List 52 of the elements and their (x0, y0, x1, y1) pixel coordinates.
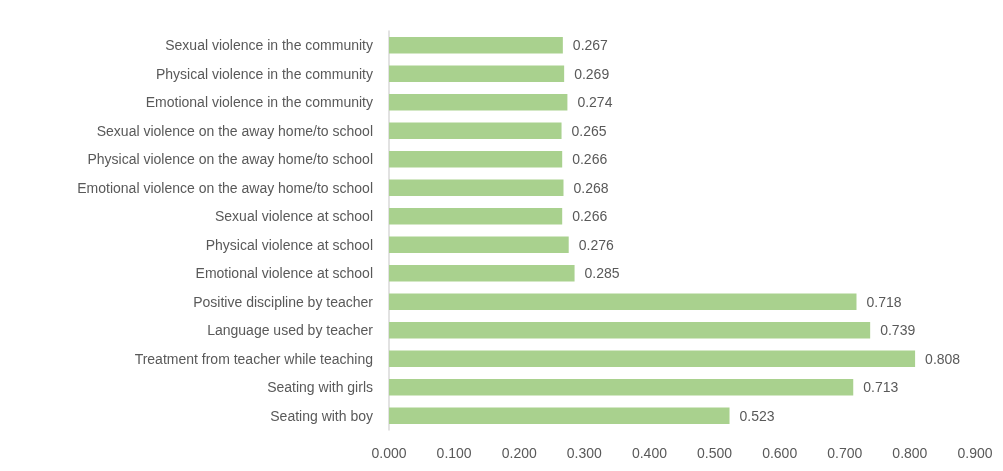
x-tick-label: 0.500 (697, 445, 733, 461)
bar (389, 122, 562, 140)
x-tick-label: 0.200 (501, 445, 537, 461)
bar (389, 321, 871, 339)
x-tick-label: 0.000 (371, 445, 407, 461)
x-tick-label: 0.700 (827, 445, 863, 461)
bar (389, 36, 563, 54)
y-tick-label: Sexual violence at school (215, 208, 373, 225)
x-tick-label: 0.800 (892, 445, 928, 461)
data-label: 0.274 (577, 94, 613, 111)
y-tick-label: Seating with boy (270, 407, 373, 424)
bar (389, 65, 565, 83)
bar (389, 350, 916, 368)
y-tick-label: Physical violence on the away home/to school (87, 151, 373, 168)
x-tick-label: 0.400 (631, 445, 668, 461)
data-label: 0.268 (573, 179, 609, 196)
y-tick-label: Physical violence in the community (155, 65, 373, 82)
data-label: 0.266 (572, 208, 608, 225)
x-tick-label: 0.900 (957, 445, 993, 461)
bar (389, 236, 569, 254)
data-label: 0.266 (572, 151, 608, 168)
data-label: 0.523 (739, 407, 775, 424)
x-tick-label: 0.600 (762, 445, 798, 461)
bar (389, 93, 568, 111)
data-label: 0.713 (863, 379, 899, 396)
x-tick-label: 0.100 (436, 445, 472, 461)
data-label: 0.269 (574, 65, 610, 82)
data-label: 0.808 (925, 350, 961, 367)
bar (389, 264, 575, 282)
bar (389, 378, 854, 396)
y-tick-label: Positive discipline by teacher (193, 293, 374, 310)
bar (389, 407, 730, 425)
data-label: 0.267 (572, 37, 609, 54)
y-tick-label: Emotional violence in the community (145, 94, 373, 111)
y-tick-label: Emotional violence on the away home/to school (77, 179, 373, 196)
bar (389, 179, 564, 197)
y-tick-label: Physical violence at school (205, 236, 373, 253)
data-label: 0.276 (578, 236, 614, 253)
y-tick-label: Seating with girls (267, 379, 373, 396)
data-label: 0.739 (880, 322, 916, 339)
bar (389, 150, 563, 168)
y-tick-label: Emotional violence at school (195, 265, 373, 282)
y-tick-label: Sexual violence in the community (165, 37, 373, 54)
x-tick-label: 0.300 (566, 445, 603, 461)
data-label: 0.265 (571, 122, 607, 139)
data-label: 0.718 (866, 293, 902, 310)
y-tick-label: Sexual violence on the away home/to school (96, 122, 373, 139)
bar (389, 293, 857, 311)
bar (389, 207, 563, 225)
y-tick-label: Language used by teacher (207, 322, 374, 339)
y-tick-label: Treatment from teacher while teaching (134, 350, 373, 367)
data-label: 0.285 (584, 265, 620, 282)
